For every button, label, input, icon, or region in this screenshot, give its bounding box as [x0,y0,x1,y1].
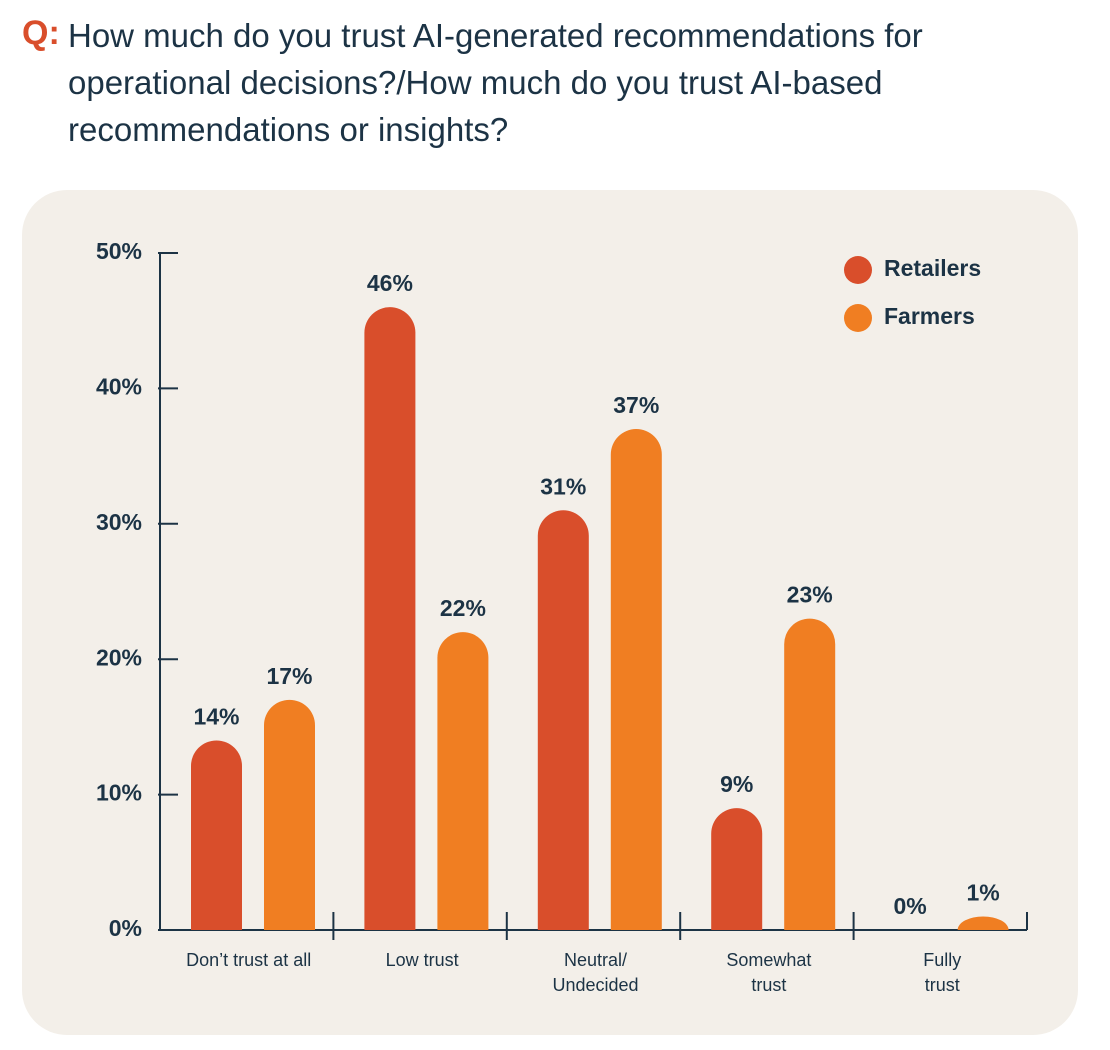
value-label: 22% [440,595,486,621]
chart-title: How much do you trust AI-generated recom… [68,17,923,148]
y-tick-label: 0% [109,915,142,941]
value-label: 0% [893,893,926,919]
value-label: 17% [266,663,312,689]
legend-swatch [844,256,872,284]
y-tick-label: 50% [96,238,142,264]
bar [191,740,242,930]
bar [364,307,416,930]
x-tick-label: Fully trust [923,950,962,995]
value-label: 37% [613,392,659,418]
y-tick-label: 40% [96,373,142,399]
bar [264,699,315,930]
y-tick-label: 20% [96,644,142,670]
bar [711,808,763,930]
legend-label: Farmers [884,303,975,329]
bar [957,916,1009,930]
y-tick-label: 30% [96,509,142,535]
value-label: 46% [367,270,413,296]
bar [610,429,662,930]
legend-swatch [844,304,872,332]
legend-label: Retailers [884,255,981,281]
value-label: 9% [720,771,753,797]
x-tick-label: Somewhat trust [726,950,812,995]
value-label: 14% [193,704,239,730]
x-tick-label: Neutral/ Undecided [552,950,639,995]
question-label: Q: [22,14,60,52]
x-tick-label: Don’t trust at all [186,950,312,970]
value-label: 23% [787,582,833,608]
y-tick-label: 10% [96,780,142,806]
bar [437,632,489,930]
value-label: 31% [540,473,586,499]
bar [784,618,836,930]
bar [537,510,589,930]
value-label: 1% [966,880,999,906]
x-tick-label: Low trust [385,950,459,970]
